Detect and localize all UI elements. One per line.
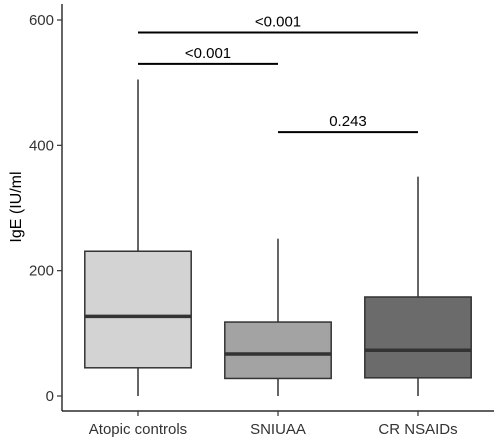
box <box>224 321 332 380</box>
y-axis-title: IgE (IU/ml <box>8 171 25 242</box>
y-tick-label: 600 <box>29 12 54 29</box>
comparison-label: <0.001 <box>255 14 301 31</box>
comparison-label: <0.001 <box>185 45 231 62</box>
comparison-label: 0.243 <box>329 113 367 130</box>
y-tick-label: 0 <box>46 388 54 405</box>
chart-marks: 0 200 400 600 Atopic controls SNIUAA CR NSAIDs… <box>29 12 472 438</box>
box <box>364 296 472 379</box>
y-tick-label: 400 <box>29 137 54 154</box>
x-tick-label: SNIUAA <box>250 421 306 438</box>
x-tick-label: Atopic controls <box>89 421 187 438</box>
box <box>84 250 192 369</box>
y-tick-label: 200 <box>29 263 54 280</box>
x-tick-label: CR NSAIDs <box>378 421 457 438</box>
